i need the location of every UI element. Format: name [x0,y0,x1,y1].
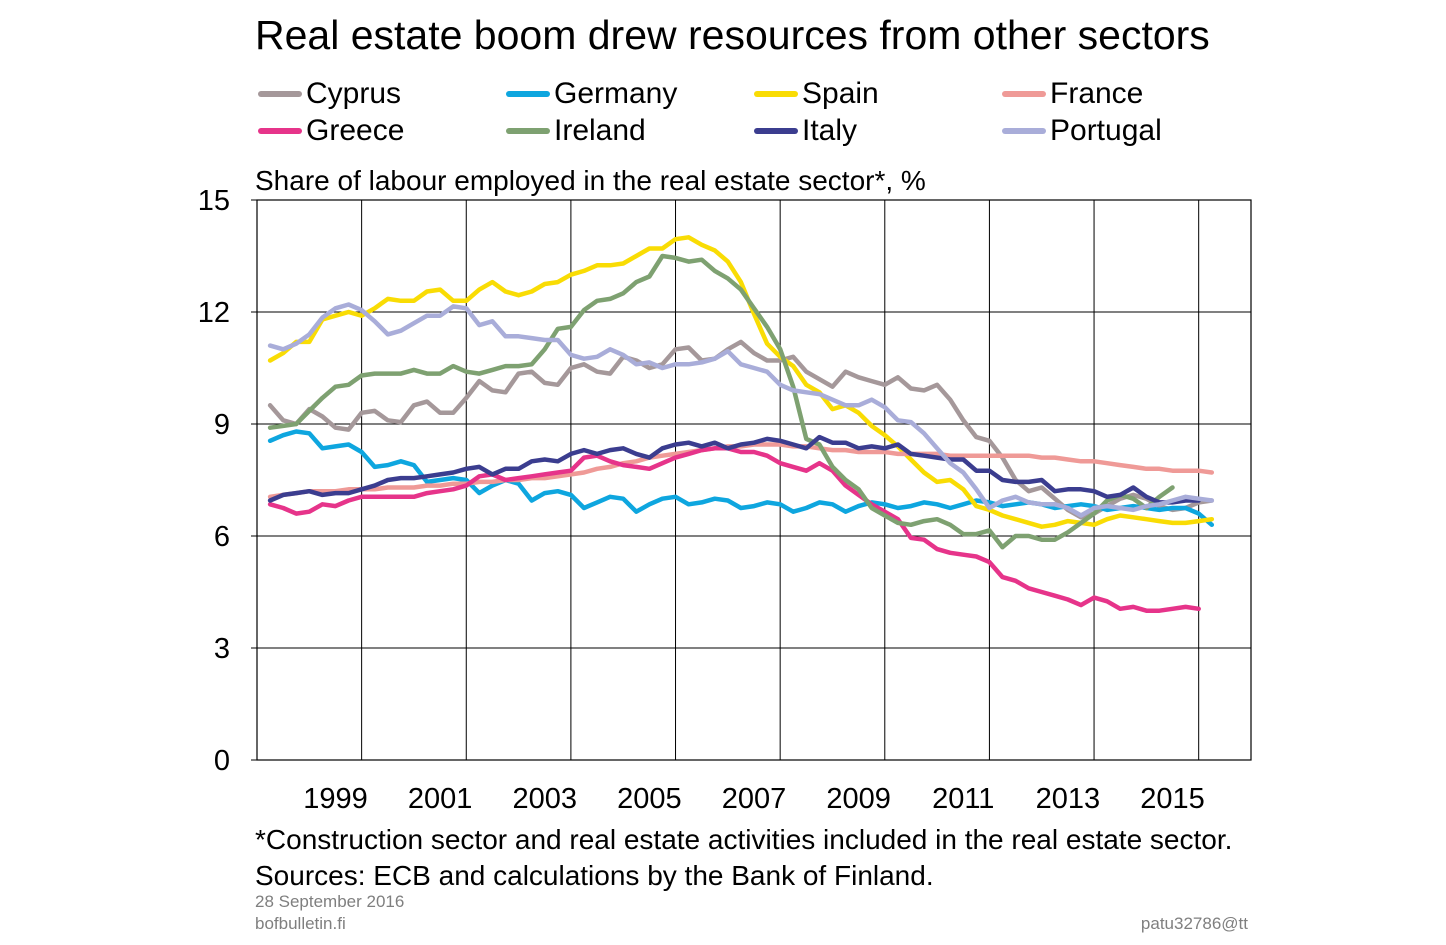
x-tick-label: 1999 [303,783,368,815]
legend-label: Ireland [554,114,646,147]
legend-swatch [506,128,550,134]
legend-item-france: France [1002,76,1143,112]
footnote: *Construction sector and real estate act… [255,822,1232,894]
site-name: bofbulletin.fi [255,914,346,933]
x-tick-label: 2007 [722,783,787,815]
series-line-spain [267,235,1215,529]
footnote-sources: Sources: ECB and calculations by the Ban… [255,860,934,891]
chart-title: Real estate boom drew resources from oth… [255,12,1210,58]
x-tick-label: 2015 [1140,783,1205,815]
series-line-greece [267,446,1201,613]
y-tick-label: 15 [198,185,230,217]
legend-item-italy: Italy [754,113,857,149]
legend-item-portugal: Portugal [1002,113,1162,149]
y-tick-label: 12 [198,297,230,329]
legend-label: Portugal [1050,114,1162,147]
legend-item-ireland: Ireland [506,113,646,149]
legend-swatch [754,128,798,134]
y-tick-label: 0 [214,745,230,777]
legend-label: France [1050,77,1144,110]
series-line-cyprus [267,339,1215,520]
legend-swatch [506,91,550,97]
series-line-germany [267,429,1215,528]
legend-item-spain: Spain [754,76,879,112]
legend-swatch [754,91,798,97]
series-line-italy [267,434,1201,505]
footnote-definition: *Construction sector and real estate act… [255,824,1233,855]
y-tick-label: 6 [214,521,230,553]
legend-swatch [258,91,302,97]
legend-item-germany: Germany [506,76,677,112]
x-tick-label: 2005 [617,783,682,815]
legend-swatch [258,128,302,134]
x-tick-label: 2009 [826,783,891,815]
legend-swatch [1002,128,1046,134]
legend-label: Cyprus [306,77,402,110]
legend-label: Italy [802,114,858,147]
plot-frame [256,199,1252,761]
x-tick-label: 2011 [932,783,994,815]
legend-item-greece: Greece [258,113,404,149]
series-line-ireland [267,253,1175,550]
legend-swatch [1002,91,1046,97]
legend-item-cyprus: Cyprus [258,76,401,112]
legend-label: Germany [554,77,678,110]
series-line-portugal [267,302,1215,518]
y-tick-label: 9 [214,409,230,441]
publication-date: 28 September 2016 [255,892,405,911]
y-tick-label: 3 [214,633,230,665]
y-axis-label: Share of labour employed in the real est… [255,165,926,196]
legend-label: Spain [802,77,879,110]
x-tick-label: 2013 [1036,783,1101,815]
legend-label: Greece [306,114,405,147]
x-tick-label: 2001 [408,783,473,815]
x-tick-label: 2003 [512,783,577,815]
chart-code: patu32786@tt [1140,914,1248,933]
